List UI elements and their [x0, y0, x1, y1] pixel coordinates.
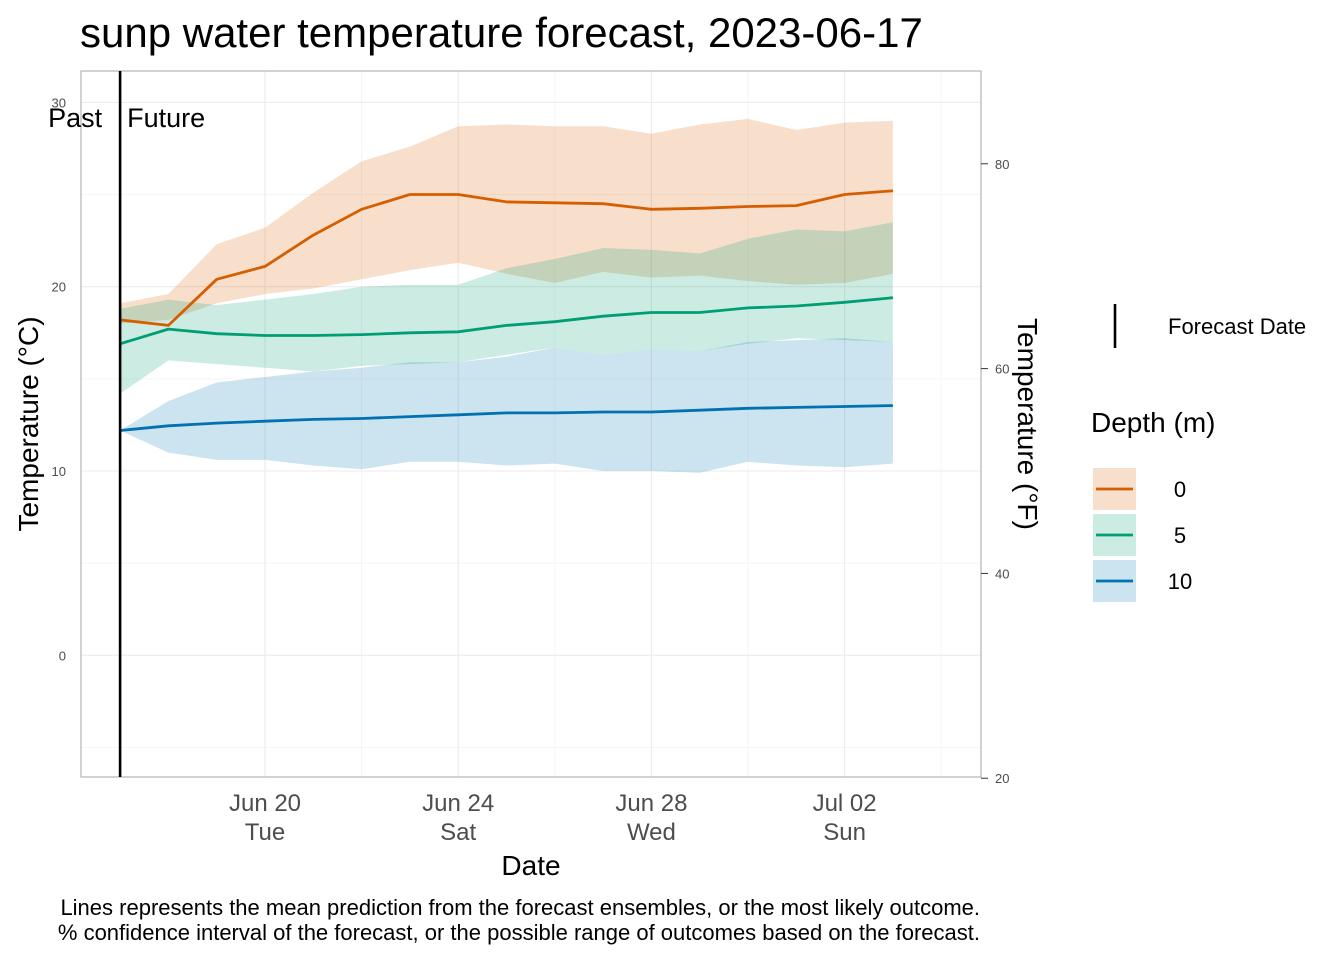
y2-tick-label: 60 [995, 362, 1009, 377]
legend-key-label: 5 [1174, 523, 1186, 548]
y-tick-label: 30 [52, 95, 66, 110]
legend: Forecast Date Depth (m) 0 5 10 [1091, 304, 1306, 602]
plot-border [80, 70, 982, 778]
y2-tick-label: 20 [995, 771, 1009, 786]
legend-key-label: 10 [1168, 569, 1192, 594]
x-tick-label: Jul 02 [813, 790, 877, 817]
chart-title: sunp water temperature forecast, 2023-06… [80, 9, 923, 56]
y-axis-left: 0 10 20 30 [52, 95, 66, 663]
x-tick-label: Jun 28 [615, 790, 687, 817]
y-tick-label: 0 [59, 648, 66, 663]
confidence-band-depth-10 [120, 338, 893, 473]
future-label: Future [127, 103, 205, 133]
caption-line-2: % confidence interval of the forecast, o… [58, 920, 980, 945]
x-tick-weekday: Sat [440, 819, 476, 846]
mean-line-depth-5 [119, 296, 894, 346]
y2-tick-label: 80 [995, 157, 1009, 172]
x-axis-title: Date [501, 850, 560, 881]
plot-panel [81, 71, 981, 777]
legend-forecast-label: Forecast Date [1168, 314, 1306, 339]
legend-depth-keys: 0 5 10 [1093, 468, 1192, 602]
x-tick-label: Jun 20 [229, 790, 301, 817]
past-label: Past [48, 103, 103, 133]
y-axis-right: 20 40 60 80 [981, 157, 1009, 786]
grid-minor [81, 71, 981, 777]
grid-major [81, 71, 981, 777]
x-tick-weekday: Sun [823, 819, 866, 846]
mean-line-depth-10 [119, 404, 893, 432]
confidence-band-depth-0 [120, 118, 893, 324]
y2-axis-title: Temperature (°F) [1012, 318, 1043, 530]
y2-tick-label: 40 [995, 566, 1009, 581]
x-tick-weekday: Wed [627, 819, 676, 846]
y-tick-label: 10 [52, 464, 66, 479]
y-axis-title: Temperature (°C) [13, 316, 44, 531]
x-tick-label: Jun 24 [422, 790, 494, 817]
caption-line-1: Lines represents the mean prediction fro… [60, 895, 980, 920]
confidence-bands [120, 118, 893, 473]
legend-key-label: 0 [1174, 477, 1186, 502]
mean-line-depth-0 [119, 189, 894, 327]
legend-depth-title: Depth (m) [1091, 407, 1215, 438]
mean-lines [119, 189, 894, 432]
x-tick-weekday: Tue [245, 819, 285, 846]
y-tick-label: 20 [52, 280, 66, 295]
confidence-band-depth-5 [120, 222, 893, 394]
